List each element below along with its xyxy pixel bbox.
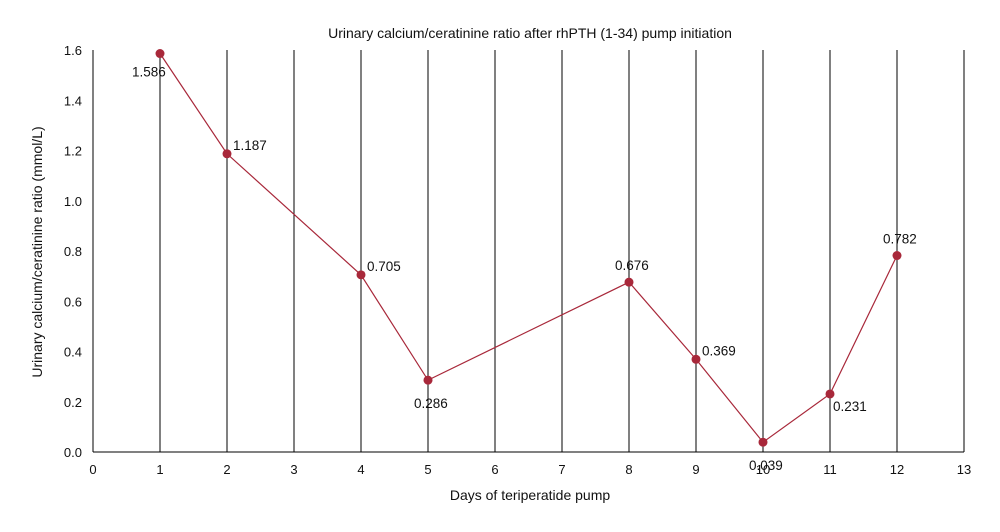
x-tick-label-10: 10 (756, 462, 770, 477)
x-tick-label-5: 5 (424, 462, 431, 477)
vertical-gridlines (159, 50, 965, 452)
data-label-day-5: 0.286 (414, 396, 448, 411)
data-label-day-10: 0.039 (749, 458, 783, 473)
y-tick-label-5: 1.0 (64, 194, 82, 209)
y-axis-label: Urinary calcium/ceratinine ratio (mmol/L… (29, 126, 45, 377)
data-label-day-4: 0.705 (367, 259, 401, 274)
data-label-day-2: 1.187 (233, 138, 267, 153)
x-tick-label-0: 0 (89, 462, 96, 477)
x-tick-label-13: 13 (957, 462, 971, 477)
data-point-day-8 (624, 277, 634, 287)
data-point-day-4 (356, 270, 366, 280)
y-tick-label-4: 0.8 (64, 244, 82, 259)
x-tick-label-1: 1 (156, 462, 163, 477)
data-point-day-5 (423, 375, 433, 385)
x-axis-label: Days of teriperatide pump (450, 487, 611, 503)
data-point-day-2 (222, 149, 232, 159)
chart-title: Urinary calcium/ceratinine ratio after r… (328, 25, 732, 41)
data-label-day-12: 0.782 (883, 232, 917, 247)
data-label-day-8: 0.676 (615, 258, 649, 273)
data-point-day-12 (892, 251, 902, 261)
series-line (159, 53, 898, 444)
data-point-day-10 (758, 437, 768, 447)
data-label-day-9: 0.369 (702, 343, 736, 358)
data-point-day-11 (825, 389, 835, 399)
data-labels: 1.586 1.187 0.705 0.286 0.676 0.369 0.039 0.231… (132, 65, 917, 474)
x-tick-label-8: 8 (625, 462, 632, 477)
data-point-day-9 (691, 354, 701, 364)
axes (92, 50, 964, 453)
x-tick-label-7: 7 (558, 462, 565, 477)
x-tick-label-12: 12 (890, 462, 904, 477)
y-tick-label-1: 0.2 (64, 395, 82, 410)
x-tick-label-6: 6 (491, 462, 498, 477)
x-tick-label-4: 4 (357, 462, 364, 477)
data-label-day-1: 1.586 (132, 65, 166, 80)
x-tick-labels: 0 1 2 3 4 5 6 7 8 9 10 11 12 13 (89, 462, 971, 477)
y-tick-label-7: 1.4 (64, 93, 82, 108)
y-tick-label-2: 0.4 (64, 345, 82, 360)
x-tick-label-2: 2 (223, 462, 230, 477)
y-tick-label-8: 1.6 (64, 43, 82, 58)
data-point-day-1 (155, 49, 165, 59)
y-tick-label-6: 1.2 (64, 144, 82, 159)
y-tick-label-3: 0.6 (64, 294, 82, 309)
data-label-day-11: 0.231 (833, 399, 867, 414)
x-tick-label-3: 3 (290, 462, 297, 477)
series-group (155, 49, 902, 447)
y-tick-label-0: 0.0 (64, 445, 82, 460)
x-tick-label-9: 9 (692, 462, 699, 477)
x-tick-label-11: 11 (823, 462, 837, 477)
y-tick-labels: 0.0 0.2 0.4 0.6 0.8 1.0 1.2 1.4 1.6 (64, 43, 82, 460)
